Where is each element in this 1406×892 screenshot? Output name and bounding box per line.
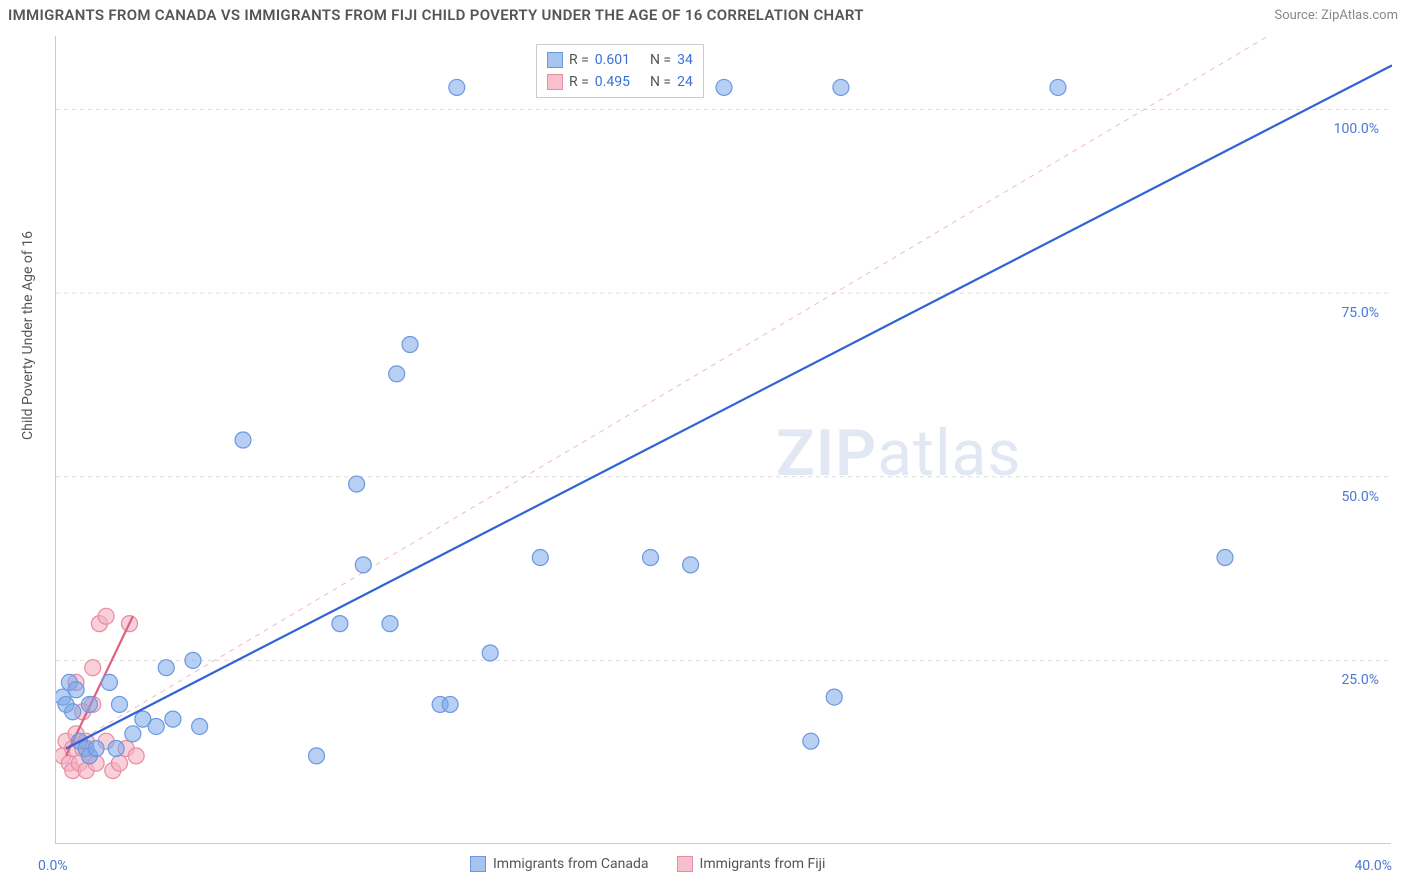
- legend-series: Immigrants from Canada Immigrants from F…: [470, 856, 825, 872]
- legend-correlation: R = 0.601 N = 34 R = 0.495 N = 24: [536, 44, 704, 98]
- legend-row-canada: R = 0.601 N = 34: [547, 49, 693, 71]
- legend-row-fiji: R = 0.495 N = 24: [547, 71, 693, 93]
- swatch-fiji-icon: [677, 856, 693, 872]
- legend-item-canada: Immigrants from Canada: [470, 856, 649, 872]
- y-tick-label: 50.0%: [1341, 489, 1379, 505]
- x-axis-min-label: 0.0%: [38, 858, 68, 874]
- x-axis-max-label: 40.0%: [1354, 858, 1392, 874]
- chart-title: IMMIGRANTS FROM CANADA VS IMMIGRANTS FRO…: [8, 6, 864, 24]
- swatch-canada-icon: [470, 856, 486, 872]
- chart-plot-area: R = 0.601 N = 34 R = 0.495 N = 24 ZIPatl…: [55, 36, 1391, 844]
- source-label: Source: ZipAtlas.com: [1274, 8, 1398, 23]
- y-tick-label: 75.0%: [1341, 305, 1379, 321]
- y-tick-label: 25.0%: [1341, 672, 1379, 688]
- chart-svg: [56, 36, 1392, 844]
- swatch-canada: [547, 52, 563, 68]
- legend-item-fiji: Immigrants from Fiji: [677, 856, 826, 872]
- swatch-fiji: [547, 74, 563, 90]
- y-tick-label: 100.0%: [1334, 121, 1379, 137]
- y-axis-label: Child Poverty Under the Age of 16: [20, 231, 36, 440]
